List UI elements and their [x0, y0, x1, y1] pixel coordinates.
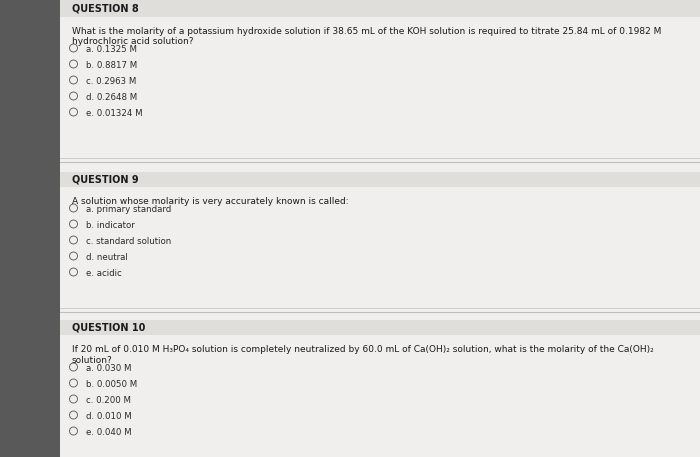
Text: What is the molarity of a potassium hydroxide solution if 38.65 mL of the KOH so: What is the molarity of a potassium hydr… [71, 27, 661, 36]
Text: c. standard solution: c. standard solution [85, 237, 171, 246]
Text: b. indicator: b. indicator [85, 221, 134, 230]
Text: b. 0.0050 M: b. 0.0050 M [85, 380, 136, 389]
Text: d. 0.010 M: d. 0.010 M [85, 412, 132, 421]
Text: a. primary standard: a. primary standard [85, 205, 171, 214]
Text: QUESTION 10: QUESTION 10 [71, 323, 145, 333]
Text: c. 0.200 M: c. 0.200 M [85, 396, 130, 405]
Text: d. neutral: d. neutral [85, 253, 127, 262]
Bar [60, 320, 700, 335]
Bar [60, 172, 700, 187]
Text: a. 0.030 M: a. 0.030 M [85, 364, 131, 373]
Text: e. 0.01324 M: e. 0.01324 M [85, 109, 142, 118]
Text: If 20 mL of 0.010 M H₃PO₄ solution is completely neutralized by 60.0 mL of Ca(OH: If 20 mL of 0.010 M H₃PO₄ solution is co… [71, 345, 653, 354]
Text: A solution whose molarity is very accurately known is called:: A solution whose molarity is very accura… [71, 197, 348, 206]
Text: hydrochloric acid solution?: hydrochloric acid solution? [71, 37, 193, 46]
Bar [60, 0, 700, 17]
Text: QUESTION 9: QUESTION 9 [71, 175, 138, 185]
Text: solution?: solution? [71, 356, 112, 365]
Text: c. 0.2963 M: c. 0.2963 M [85, 77, 136, 86]
Text: a. 0.1325 M: a. 0.1325 M [85, 45, 136, 54]
Text: b. 0.8817 M: b. 0.8817 M [85, 61, 136, 70]
Text: QUESTION 8: QUESTION 8 [71, 4, 139, 14]
Text: e. acidic: e. acidic [85, 269, 121, 278]
Text: e. 0.040 M: e. 0.040 M [85, 428, 131, 437]
Text: d. 0.2648 M: d. 0.2648 M [85, 93, 136, 102]
Bar [0, 0, 60, 457]
